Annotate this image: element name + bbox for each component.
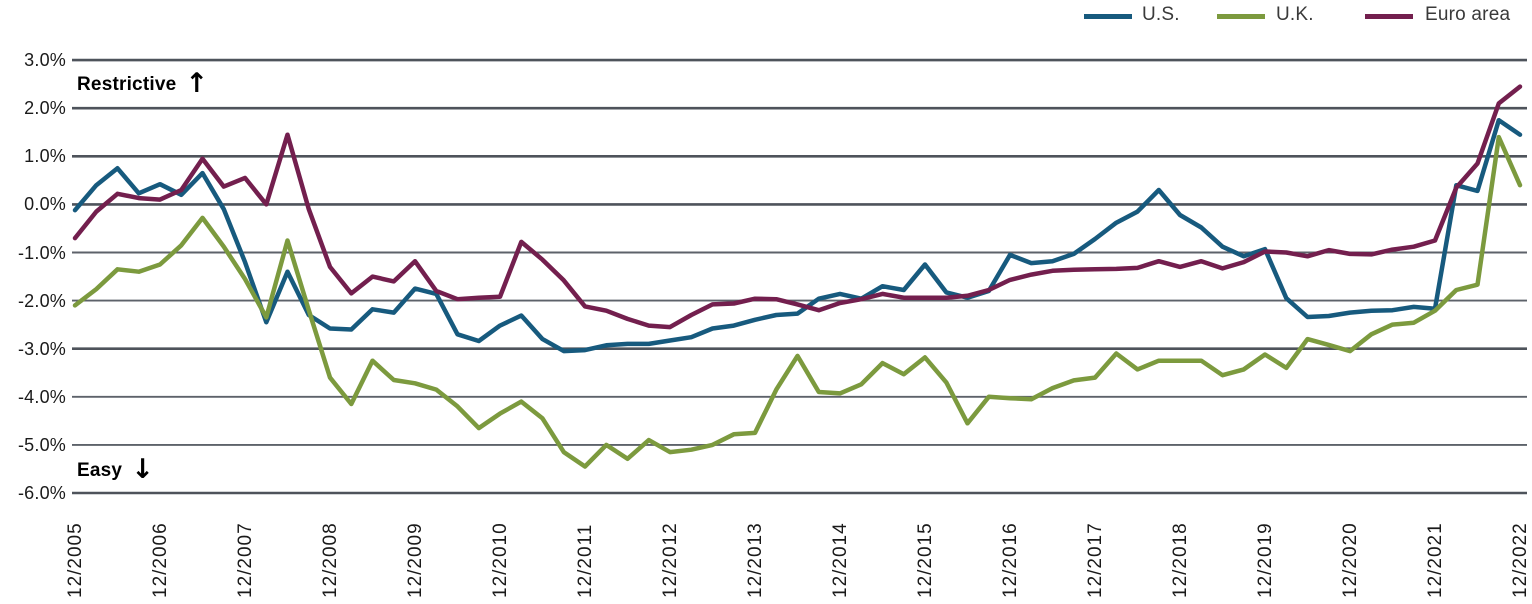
legend-swatch-uk	[1217, 14, 1265, 19]
annotation-easy-label: Easy	[77, 460, 123, 481]
x-axis-tick-label: 12/2010	[490, 522, 511, 598]
y-axis-tick-label: 1.0%	[24, 146, 66, 167]
x-axis-tick-label: 12/2011	[575, 523, 596, 598]
x-axis-tick-label: 12/2016	[1000, 522, 1021, 598]
y-axis-tick-label: -3.0%	[17, 338, 66, 359]
x-axis-tick-label: 12/2009	[405, 522, 426, 598]
y-axis-tick-label: -1.0%	[17, 242, 66, 263]
x-axis-tick-label: 12/2008	[320, 522, 341, 598]
y-axis-tick-label: 3.0%	[24, 50, 66, 71]
x-axis-tick-label: 12/2017	[1085, 522, 1106, 598]
y-axis-tick-label: 0.0%	[24, 194, 66, 215]
up-arrow-icon: ↑	[185, 68, 209, 99]
x-axis-tick-label: 12/2005	[65, 522, 86, 598]
annotation-easy: Easy ↓	[77, 452, 155, 485]
x-axis-tick-label: 12/2015	[915, 522, 936, 598]
y-axis-tick-label: -2.0%	[17, 290, 66, 311]
legend-swatch-euro	[1365, 14, 1413, 19]
x-axis-tick-label: 12/2020	[1340, 522, 1361, 598]
x-axis-tick-label: 12/2013	[745, 522, 766, 598]
y-axis-tick-label: -6.0%	[17, 483, 66, 503]
y-axis-tick-label: -5.0%	[17, 434, 66, 455]
legend-label-uk: U.K.	[1276, 4, 1314, 25]
x-axis-tick-label: 12/2012	[660, 522, 681, 598]
y-axis-tick-label: 2.0%	[24, 98, 66, 119]
x-axis-tick-label: 12/2021	[1425, 522, 1446, 598]
legend-label-euro: Euro area	[1425, 4, 1511, 25]
series-line-uk	[72, 134, 1523, 469]
x-axis-tick-label: 12/2018	[1170, 522, 1191, 598]
x-axis-tick-label: 12/2006	[150, 522, 171, 598]
annotation-restrictive: Restrictive ↑	[77, 66, 209, 99]
series-line-us	[72, 117, 1523, 354]
series-line-euro	[72, 84, 1523, 330]
x-axis-tick-label: 12/2019	[1255, 522, 1276, 598]
legend-swatch-us	[1084, 14, 1132, 19]
annotation-restrictive-label: Restrictive	[77, 74, 177, 95]
y-axis-tick-label: -4.0%	[17, 386, 66, 407]
legend-label-us: U.S.	[1142, 4, 1180, 25]
x-axis-tick-label: 12/2014	[830, 522, 851, 598]
x-axis-tick-label: 12/2022	[1510, 522, 1531, 598]
down-arrow-icon: ↓	[131, 454, 155, 485]
x-axis-tick-label: 12/2007	[235, 522, 256, 598]
